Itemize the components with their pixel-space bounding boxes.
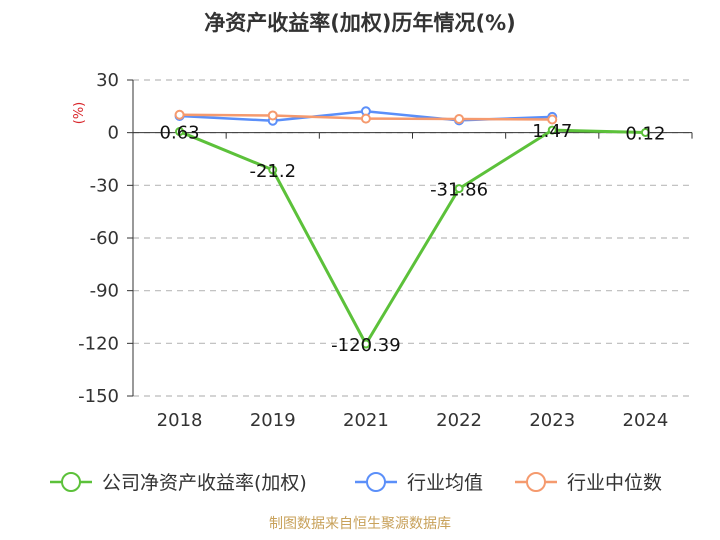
data-point <box>267 110 278 121</box>
y-tick-label: -120 <box>78 333 119 354</box>
data-point <box>547 114 558 125</box>
data-label: -31.86 <box>430 180 488 201</box>
legend-marker <box>526 472 546 492</box>
y-tick-label: 30 <box>96 70 119 91</box>
series-2 <box>174 109 558 125</box>
data-point <box>361 339 371 349</box>
legend-label: 行业均值 <box>407 472 483 494</box>
x-tick-label: 2023 <box>529 410 575 431</box>
data-point <box>174 109 185 120</box>
legend-marker <box>61 472 81 492</box>
y-tick-label: -60 <box>90 228 119 249</box>
legend[interactable]: 公司净资产收益率(加权) 行业均值 行业中位数 <box>50 472 662 494</box>
series-0 <box>175 125 650 349</box>
legend-label: 公司净资产收益率(加权) <box>102 472 307 494</box>
y-tick-label: -30 <box>90 175 119 196</box>
data-label: 1.47 <box>532 121 572 142</box>
y-tick-label: -150 <box>78 386 119 407</box>
data-point <box>175 127 185 137</box>
chart-title: 净资产收益率(加权)历年情况(%) <box>204 11 515 35</box>
data-label: 0.63 <box>160 123 200 144</box>
data-label: -120.39 <box>331 335 400 356</box>
y-tick-label: -90 <box>90 281 119 302</box>
data-point <box>454 113 465 124</box>
source-note: 制图数据来自恒生聚源数据库 <box>269 516 451 532</box>
grid <box>133 79 692 397</box>
series <box>174 106 650 349</box>
data-point <box>547 125 557 135</box>
data-point <box>360 113 371 124</box>
x-tick-label: 2021 <box>343 410 389 431</box>
legend-marker <box>366 472 386 492</box>
data-labels: 0.63 -21.2 -120.39 -31.86 1.47 0.12 <box>160 121 666 356</box>
x-tick-label: 2022 <box>436 410 482 431</box>
legend-item-1[interactable]: 行业均值 <box>355 472 483 494</box>
data-point <box>454 184 464 194</box>
y-tick-label: 0 <box>108 123 119 144</box>
legend-item-2[interactable]: 行业中位数 <box>515 472 662 494</box>
data-label: -21.2 <box>249 161 296 182</box>
x-tick-label: 2019 <box>250 410 296 431</box>
series-line <box>179 128 646 346</box>
data-point <box>640 127 650 137</box>
data-label: 0.12 <box>625 123 665 144</box>
data-point <box>268 165 278 175</box>
y-unit-label: (%) <box>72 102 87 125</box>
x-tick-label: 2018 <box>157 410 203 431</box>
legend-item-0[interactable]: 公司净资产收益率(加权) <box>50 472 307 494</box>
x-tick-label: 2024 <box>623 410 669 431</box>
legend-label: 行业中位数 <box>567 472 662 494</box>
